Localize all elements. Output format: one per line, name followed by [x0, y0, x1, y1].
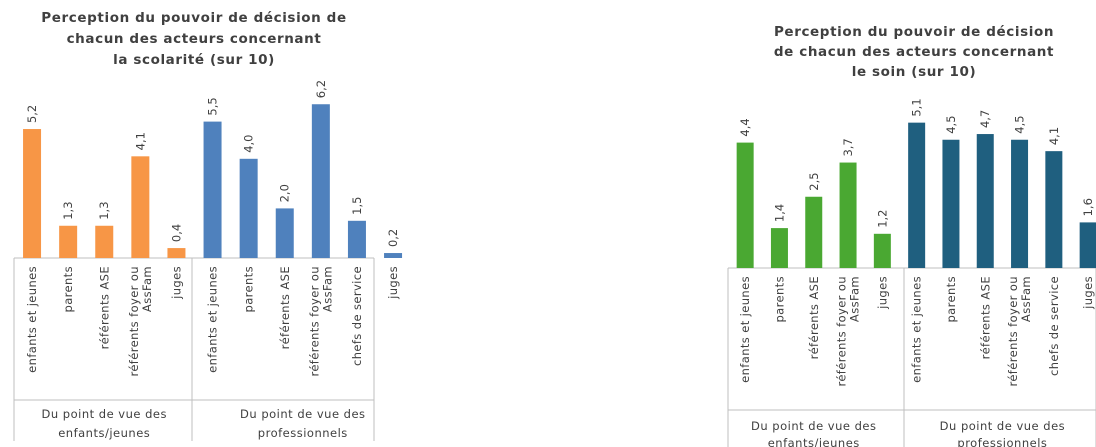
- data-label: 0,2: [386, 229, 400, 247]
- bar: [1079, 222, 1096, 268]
- bar: [839, 162, 857, 268]
- category-tick-label: juges: [1081, 276, 1095, 310]
- data-label: 4,7: [978, 110, 992, 128]
- category-tick-label: référents foyer ou: [1006, 276, 1020, 387]
- data-label: 1,5: [350, 197, 364, 215]
- data-label: 4,5: [944, 115, 958, 133]
- bar: [59, 225, 78, 258]
- bar: [131, 156, 150, 258]
- group-label-line: professionnels: [957, 436, 1047, 447]
- category-tick-label: AssFam: [320, 266, 334, 312]
- data-label: 2,5: [807, 172, 821, 190]
- bar: [1011, 139, 1029, 268]
- data-label: 5,5: [206, 97, 220, 115]
- category-tick-label: juges: [169, 266, 183, 300]
- data-label: 1,3: [97, 201, 111, 219]
- category-tick-label: chefs de service: [1047, 276, 1061, 376]
- data-label: 2,0: [278, 184, 292, 202]
- group-label-line: Du point de vue des: [41, 407, 167, 421]
- bar: [347, 220, 366, 258]
- chart-title-line: Perception du pouvoir de décision de: [41, 10, 346, 26]
- group-label-line: Du point de vue des: [240, 407, 366, 421]
- category-tick-label: AssFam: [1019, 276, 1033, 322]
- data-label: 1,4: [772, 204, 786, 222]
- bar: [167, 248, 186, 258]
- category-tick-label: chefs de service: [350, 266, 364, 366]
- bar: [95, 225, 114, 258]
- data-label: 6,2: [314, 80, 328, 98]
- category-tick-label: référents foyer ou: [127, 266, 141, 377]
- data-label: 5,1: [910, 98, 924, 116]
- bar: [873, 233, 891, 268]
- bar: [311, 104, 330, 259]
- bar: [275, 208, 294, 258]
- bar: [239, 158, 258, 258]
- bar: [976, 134, 994, 268]
- bar: [805, 196, 823, 268]
- category-tick-label: parents: [944, 276, 958, 323]
- bar: [942, 139, 960, 268]
- chart-title-line: de chacun des acteurs concernant: [774, 44, 1054, 60]
- data-label: 1,6: [1081, 198, 1095, 216]
- category-tick-label: référents ASE: [978, 276, 992, 359]
- category-tick-label: juges: [875, 276, 889, 310]
- category-tick-label: enfants et jeunes: [25, 266, 39, 373]
- category-tick-label: parents: [772, 276, 786, 323]
- data-label: 4,0: [242, 135, 256, 153]
- chart-title-line: la scolarité (sur 10): [113, 52, 275, 68]
- data-label: 4,1: [1047, 127, 1061, 145]
- data-label: 3,7: [841, 138, 855, 156]
- category-tick-label: référents ASE: [278, 266, 292, 349]
- category-tick-label: référents ASE: [97, 266, 111, 349]
- data-label: 0,4: [169, 224, 183, 242]
- chart-title-line: chacun des acteurs concernant: [67, 31, 322, 47]
- data-label: 4,5: [1013, 115, 1027, 133]
- bar: [908, 122, 926, 269]
- group-label-line: professionnels: [258, 426, 348, 440]
- group-label-line: Du point de vue des: [940, 419, 1066, 433]
- category-tick-label: référents ASE: [807, 276, 821, 359]
- bar: [384, 253, 403, 258]
- data-label: 4,1: [133, 132, 147, 150]
- category-tick-label: référents foyer ou: [835, 276, 849, 387]
- group-label-line: enfants/jeunes: [58, 426, 150, 440]
- chart-title-line: Perception du pouvoir de décision: [774, 24, 1054, 40]
- category-tick-label: AssFam: [848, 276, 862, 322]
- category-tick-label: AssFam: [140, 266, 154, 312]
- bar: [203, 121, 222, 258]
- category-tick-label: référents foyer ou: [307, 266, 321, 377]
- category-tick-label: juges: [386, 266, 400, 300]
- category-tick-label: parents: [61, 266, 75, 313]
- bar: [736, 142, 754, 268]
- data-label: 4,4: [738, 118, 752, 136]
- category-tick-label: enfants et jeunes: [910, 276, 924, 383]
- chart-title-line: le soin (sur 10): [852, 64, 976, 80]
- category-tick-label: enfants et jeunes: [206, 266, 220, 373]
- bar: [1045, 151, 1063, 268]
- bar: [23, 129, 42, 258]
- group-label-line: Du point de vue des: [751, 419, 877, 433]
- data-label: 5,2: [25, 105, 39, 123]
- group-label-line: enfants/jeunes: [768, 436, 860, 447]
- data-label: 1,2: [875, 210, 889, 228]
- data-label: 1,3: [61, 201, 75, 219]
- category-tick-label: enfants et jeunes: [738, 276, 752, 383]
- category-tick-label: parents: [242, 266, 256, 313]
- bar: [770, 228, 788, 268]
